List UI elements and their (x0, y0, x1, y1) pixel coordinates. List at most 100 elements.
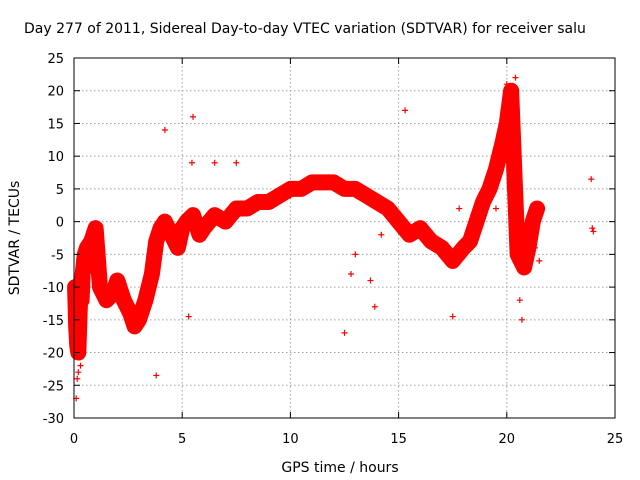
y-tick-label: 15 (47, 117, 64, 132)
y-tick-label: -20 (43, 347, 64, 362)
data-point (142, 297, 149, 304)
plot-frame (73, 57, 616, 419)
data-point (183, 218, 190, 225)
outlier-point (590, 228, 597, 235)
data-point (174, 244, 181, 251)
data-point (114, 277, 121, 284)
outlier-point (153, 372, 160, 379)
y-tick-label: -25 (43, 379, 64, 394)
data-point (319, 179, 326, 186)
data-point (81, 251, 88, 258)
outlier-point (347, 271, 354, 277)
data-point (479, 199, 486, 205)
data-point (79, 271, 86, 277)
outlier-point (402, 107, 409, 114)
y-tick-label: 20 (47, 85, 64, 100)
data-point (373, 199, 380, 205)
x-axis-title: GPS time / hours (281, 460, 398, 476)
data-point (449, 257, 456, 264)
data-point (352, 185, 359, 192)
data-point (438, 244, 445, 251)
data-point (135, 316, 142, 323)
data-point (492, 166, 499, 173)
data-point (384, 205, 391, 212)
outlier-point (367, 277, 374, 284)
data-point (74, 343, 81, 349)
outlier-point (77, 362, 84, 369)
data-point (153, 238, 160, 245)
y-tick-label: 5 (56, 183, 64, 198)
y-tick-label: -10 (43, 281, 64, 296)
data-point (109, 290, 116, 297)
outlier-point (588, 176, 595, 183)
data-point (161, 218, 168, 225)
data-point (287, 185, 294, 192)
chart-title: Day 277 of 2011, Sidereal Day-to-day VTE… (24, 21, 586, 37)
x-tick-label: 5 (178, 432, 186, 447)
outlier-point (161, 127, 168, 133)
data-point (406, 231, 413, 238)
y-tick-label: -5 (51, 248, 64, 263)
outlier-point (378, 231, 385, 238)
data-point (103, 297, 110, 304)
data-point (222, 218, 229, 225)
y-tick-labels: -30 -25 -20 -15 -10 -5 0 5 10 15 20 25 (43, 52, 64, 427)
outlier-point (211, 159, 218, 166)
data-point (211, 212, 218, 219)
data-point (395, 218, 402, 225)
data-point (131, 323, 138, 330)
y-tick-label: -30 (43, 412, 64, 427)
data-point (503, 120, 510, 127)
outlier-point (74, 375, 81, 382)
data-point (417, 225, 424, 232)
data-point (309, 179, 316, 186)
x-tick-label: 10 (282, 432, 299, 447)
outlier-point (185, 313, 192, 320)
outlier-point (536, 257, 543, 264)
outlier-point (371, 303, 378, 310)
data-point (168, 231, 175, 238)
y-tick-label: 25 (47, 52, 64, 67)
data-point (265, 199, 272, 205)
outlier-point (75, 336, 82, 343)
data-point (486, 185, 493, 192)
outlier-point (341, 329, 348, 336)
outlier-point (518, 316, 525, 323)
data-point (200, 225, 207, 232)
y-axis-title: SDTVAR / TECUs (7, 181, 23, 296)
data-point (467, 238, 474, 245)
data-point (233, 205, 240, 212)
data-point (196, 231, 203, 238)
data-point (508, 87, 515, 94)
data-point (525, 244, 532, 251)
outlier-point (233, 159, 240, 166)
data-point (254, 199, 261, 205)
data-point (96, 284, 103, 291)
outlier-point (190, 113, 197, 120)
outlier-point (456, 205, 463, 212)
y-tick-label: 0 (56, 216, 64, 231)
data-point (460, 244, 467, 251)
data-point (330, 179, 337, 186)
x-tick-labels: 0 5 10 15 20 25 (70, 432, 623, 447)
data-point (499, 140, 506, 147)
outlier-point (589, 225, 596, 232)
data-point (534, 205, 541, 212)
data-point (244, 205, 251, 212)
y-tick-label: 10 (47, 150, 64, 165)
outlier-point (449, 313, 456, 320)
data-point (179, 225, 186, 232)
x-tick-label: 15 (390, 432, 407, 447)
x-tick-label: 0 (70, 432, 78, 447)
data-point (190, 212, 197, 219)
data-point (88, 238, 95, 245)
data-point (120, 297, 127, 304)
outlier-point (512, 74, 519, 81)
data-point (148, 271, 155, 277)
data-point (298, 185, 305, 192)
data-point (127, 310, 134, 317)
data-point (363, 192, 370, 199)
outlier-point (75, 369, 82, 376)
x-tick-label: 20 (499, 432, 516, 447)
